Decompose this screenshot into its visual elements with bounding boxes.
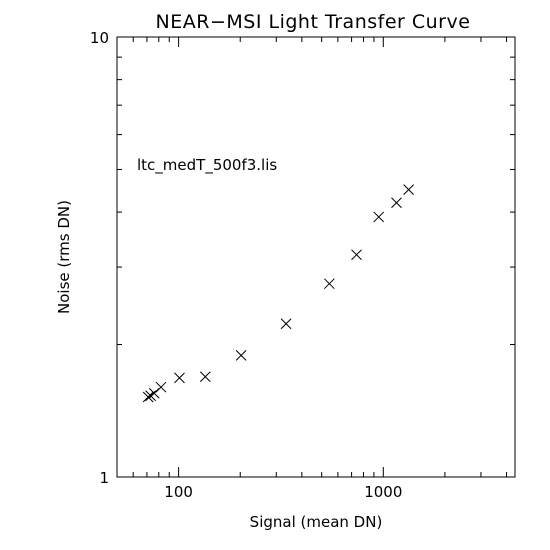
data-point-stroke — [323, 278, 335, 290]
axis-tick-labels: 100 1000 1 10 — [90, 29, 402, 501]
data-point — [235, 350, 247, 361]
data-point-stroke — [280, 318, 292, 330]
data-point — [323, 278, 335, 290]
chart-title: NEAR−MSI Light Transfer Curve — [156, 11, 471, 33]
data-point — [174, 372, 185, 384]
data-point-stroke — [174, 372, 185, 384]
data-point — [142, 391, 154, 403]
x-tick-label: 100 — [164, 483, 193, 501]
y-tick-label: 10 — [90, 29, 109, 47]
x-axis-label: Signal (mean DN) — [250, 513, 383, 531]
data-point — [280, 318, 292, 330]
data-point-stroke — [373, 211, 385, 223]
data-point-stroke — [235, 350, 247, 361]
axis-ticks — [116, 36, 515, 478]
data-point — [351, 249, 362, 261]
data-point — [373, 211, 385, 223]
data-file-annotation: ltc_medT_500f3.lis — [137, 156, 277, 175]
data-point — [199, 371, 211, 383]
data-point — [403, 184, 415, 195]
x-tick-label: 1000 — [364, 483, 402, 501]
data-point-stroke — [351, 249, 362, 261]
data-point-stroke — [403, 184, 415, 195]
y-tick-label: 1 — [99, 469, 109, 487]
data-point-stroke — [155, 381, 167, 393]
data-point-stroke — [391, 197, 402, 209]
data-point — [391, 197, 402, 209]
plot-frame — [116, 36, 516, 478]
data-point — [155, 381, 167, 393]
y-axis-label: Noise (rms DN) — [55, 200, 73, 314]
data-points — [142, 184, 415, 403]
data-point-stroke — [142, 391, 154, 403]
data-point-stroke — [199, 371, 211, 383]
